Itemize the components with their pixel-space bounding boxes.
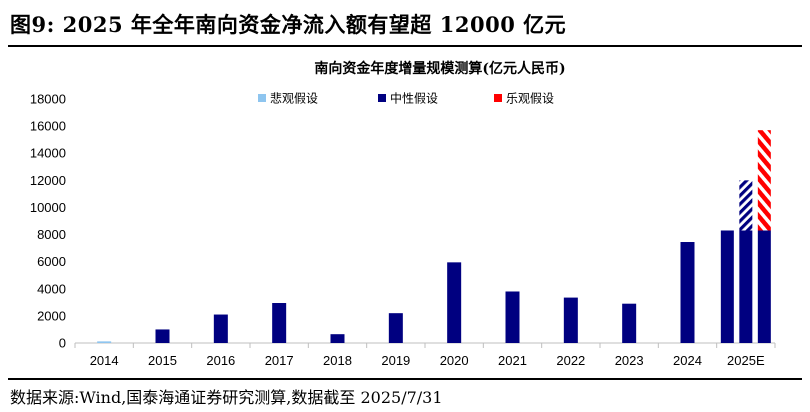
y-axis: 0 2000 4000 6000 8000 10000 12000 14000 16000 180… bbox=[30, 92, 66, 351]
bar-中性假设-2024 bbox=[680, 242, 695, 343]
y-tick-label: 8000 bbox=[37, 227, 66, 242]
bar-中性假设-2020 bbox=[447, 262, 462, 343]
bar-中性假设-2017 bbox=[272, 303, 287, 343]
bar-中性假设-2018 bbox=[330, 334, 345, 343]
legend-label-1: 中性假设 bbox=[390, 91, 438, 106]
bar-中性假设-2023 bbox=[622, 303, 637, 343]
data-source-note: 数据来源:Wind,国泰海通证券研究测算,数据截至 2025/7/31 bbox=[10, 388, 443, 407]
x-tick-label: 2024 bbox=[673, 353, 702, 368]
y-tick-label: 14000 bbox=[30, 146, 66, 161]
bar-optimistic-projection-2025E bbox=[757, 130, 771, 231]
y-tick-label: 0 bbox=[59, 336, 66, 351]
bar-neutral-projection-2025E bbox=[739, 180, 753, 231]
y-tick-label: 6000 bbox=[37, 254, 66, 269]
bar-optimistic-base-2025E bbox=[757, 230, 771, 343]
title-divider bbox=[8, 45, 802, 47]
y-tick-label: 12000 bbox=[30, 173, 66, 188]
bar-中性假设-2015 bbox=[155, 329, 170, 343]
bar-中性假设-2021 bbox=[505, 291, 520, 343]
y-tick-label: 10000 bbox=[30, 200, 66, 215]
x-tick-label: 2021 bbox=[498, 353, 527, 368]
y-tick-label: 4000 bbox=[37, 281, 66, 296]
chart-title: 南向资金年度增量规模测算(亿元人民币) bbox=[314, 60, 565, 77]
y-tick-label: 2000 bbox=[37, 308, 66, 323]
x-tick-label: 2015 bbox=[148, 353, 177, 368]
source-divider bbox=[8, 378, 802, 380]
bars bbox=[97, 130, 771, 343]
legend-swatch-1 bbox=[378, 94, 386, 102]
x-axis: 2014 2015 2016 2017 2018 2019 2020 2021 2022 2023… bbox=[74, 342, 776, 368]
legend-swatch-0 bbox=[258, 94, 266, 102]
bar-中性假设-2019 bbox=[388, 313, 403, 343]
legend-label-0: 悲观假设 bbox=[270, 91, 318, 106]
bar-中性假设-2016 bbox=[213, 314, 228, 343]
y-tick-label: 16000 bbox=[30, 119, 66, 134]
figure-title: 图9: 2025 年全年南向资金净流入额有望超 12000 亿元 bbox=[10, 12, 567, 37]
x-tick-label: 2017 bbox=[265, 353, 294, 368]
x-tick-label: 2014 bbox=[90, 353, 119, 368]
x-tick-label: 2018 bbox=[323, 353, 352, 368]
bar-中性假设-2022 bbox=[563, 297, 578, 343]
chart-legend: 悲观假设 中性假设 乐观假设 bbox=[258, 91, 554, 106]
x-tick-label: 2023 bbox=[615, 353, 644, 368]
legend-swatch-2 bbox=[494, 94, 502, 102]
y-tick-label: 18000 bbox=[30, 92, 66, 107]
bar-悲观假设-2014 bbox=[97, 341, 112, 343]
legend-label-2: 乐观假设 bbox=[506, 92, 554, 106]
x-tick-label: 2022 bbox=[556, 353, 585, 368]
x-tick-label: 2016 bbox=[206, 353, 235, 368]
bar-chart: 南向资金年度增量规模测算(亿元人民币) 悲观假设 中性假设 乐观假设 0 2000 40… bbox=[30, 60, 776, 368]
bar-neutral-base-2025E bbox=[739, 230, 753, 343]
bar-pessimistic-2025E bbox=[720, 230, 734, 343]
x-tick-label: 2025E bbox=[727, 353, 765, 368]
x-tick-label: 2019 bbox=[381, 353, 410, 368]
x-tick-label: 2020 bbox=[440, 353, 469, 368]
